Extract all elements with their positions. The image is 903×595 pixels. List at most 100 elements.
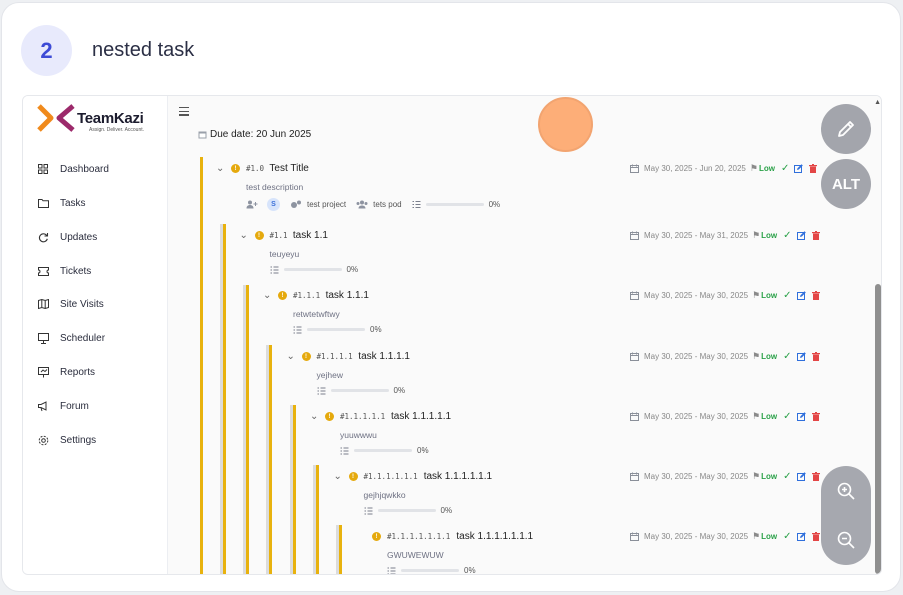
task-row[interactable]: ⌄! #1.1 task 1.1 teuyeyu 0% May 30, 2025 - … <box>168 225 881 285</box>
chevron-down-icon[interactable]: ⌄ <box>263 290 272 301</box>
delete-icon[interactable] <box>811 472 820 481</box>
teamkazi-logo[interactable]: TeamKazi Assign. Deliver. Account. <box>37 102 157 134</box>
edit-icon[interactable] <box>796 532 806 541</box>
complete-check-icon[interactable]: ✓ <box>783 471 792 482</box>
task-progress: 0% <box>270 265 358 274</box>
edit-icon[interactable] <box>794 164 804 173</box>
complete-check-icon[interactable]: ✓ <box>783 230 792 241</box>
zoom-out-button[interactable] <box>821 515 871 565</box>
task-name[interactable]: task 1.1.1.1.1.1 <box>423 471 493 482</box>
nav-updates[interactable]: Updates <box>37 227 97 247</box>
task-row[interactable]: ⌄! #1.1.1.1.1 task 1.1.1.1.1 yuuwwwu 0% May… <box>168 406 881 466</box>
edit-icon[interactable] <box>796 472 806 481</box>
flag-icon: ⚑ <box>752 230 761 240</box>
scrollbar-thumb[interactable] <box>875 284 881 574</box>
chevron-down-icon[interactable]: ⌄ <box>333 471 342 482</box>
nav-label: Tickets <box>60 265 92 277</box>
progress-value: 0% <box>440 506 453 515</box>
zoom-controls <box>821 466 871 565</box>
priority-label: Low <box>761 352 778 361</box>
nest-bar-gray <box>290 405 293 574</box>
nav-site-visits[interactable]: Site Visits <box>37 294 104 314</box>
zoom-in-button[interactable] <box>821 466 871 516</box>
chevron-down-icon[interactable]: ⌄ <box>216 163 225 174</box>
scroll-up-arrow-icon[interactable]: ▲ <box>874 99 881 106</box>
chevron-down-icon[interactable]: ⌄ <box>239 230 248 241</box>
nav-label: Dashboard <box>60 163 109 175</box>
nav-tickets[interactable]: Tickets <box>37 261 91 281</box>
hamburger-menu-icon[interactable] <box>179 107 189 116</box>
task-actions: May 30, 2025 - May 30, 2025 ⚑ Low ✓ <box>630 351 820 362</box>
edit-icon[interactable] <box>796 352 806 361</box>
nav-label: Settings <box>60 434 97 446</box>
nest-bar-gray <box>243 285 246 574</box>
task-actions: May 30, 2025 - May 30, 2025 ⚑ Low ✓ <box>630 531 820 542</box>
nav-settings[interactable]: Settings <box>37 430 96 450</box>
task-dates: May 30, 2025 - Jun 20, 2025 <box>644 164 746 173</box>
task-number: #1.1.1.1 <box>316 352 353 361</box>
complete-check-icon[interactable]: ✓ <box>783 531 792 542</box>
task-row[interactable]: ⌄! #1.0 Test Title test description S test … <box>168 158 881 218</box>
edit-icon[interactable] <box>796 231 806 240</box>
task-description: retwtetwftwy <box>293 309 340 319</box>
nav-tasks[interactable]: Tasks <box>37 193 86 213</box>
alt-label: ALT <box>831 175 861 193</box>
flag-icon: ⚑ <box>749 163 758 173</box>
status-dot-icon: ! <box>372 532 381 541</box>
chevron-down-icon[interactable]: ⌄ <box>310 411 319 422</box>
logo-mark-icon <box>37 104 75 132</box>
nest-bar <box>316 465 319 574</box>
progress-value: 0% <box>488 200 501 209</box>
nav-label: Forum <box>60 400 89 412</box>
status-dot-icon: ! <box>348 472 358 481</box>
logo-word: TeamKazi <box>77 110 144 127</box>
task-row[interactable]: ⌄! #1.1.1.1.1.1 task 1.1.1.1.1.1 gejhjqwkko… <box>168 466 881 526</box>
complete-check-icon[interactable]: ✓ <box>783 351 792 362</box>
monitor-icon <box>37 332 49 344</box>
edit-fab-button[interactable] <box>821 104 871 154</box>
progress-bar <box>283 268 342 271</box>
task-name[interactable]: task 1.1.1.1 <box>358 351 410 362</box>
progress-bar <box>307 328 365 331</box>
nav-reports[interactable]: Reports <box>37 362 95 382</box>
task-name[interactable]: Test Title <box>269 163 309 174</box>
complete-check-icon[interactable]: ✓ <box>783 411 792 422</box>
delete-icon[interactable] <box>811 231 820 240</box>
task-row[interactable]: ⌄! #1.1.1 task 1.1.1 retwtetwftwy 0% May 30… <box>168 285 881 345</box>
add-user-icon[interactable] <box>246 200 258 209</box>
task-name[interactable]: task 1.1.1 <box>325 290 369 301</box>
calendar-icon <box>198 131 207 139</box>
calendar-icon <box>630 291 639 300</box>
delete-icon[interactable] <box>811 412 820 421</box>
nav-scheduler[interactable]: Scheduler <box>37 328 105 348</box>
task-row[interactable]: ⌄! #1.1.1.1 task 1.1.1.1 yejhew 0% May 30, … <box>168 346 881 406</box>
refresh-icon <box>37 231 49 243</box>
status-dot-icon: ! <box>231 164 240 173</box>
list-check-icon <box>387 567 396 574</box>
task-description: teuyeyu <box>269 249 300 259</box>
assignee-avatar[interactable]: S <box>267 198 280 211</box>
task-row[interactable]: ! #1.1.1.1.1.1.1 task 1.1.1.1.1.1.1 GWUWEWU… <box>168 526 881 574</box>
task-name[interactable]: task 1.1.1.1.1 <box>391 411 452 422</box>
folder-icon <box>37 197 49 209</box>
task-description: yuuwwwu <box>340 430 377 440</box>
edit-icon[interactable] <box>796 412 806 421</box>
click-indicator <box>538 97 593 152</box>
task-name[interactable]: task 1.1 <box>292 230 328 241</box>
edit-icon[interactable] <box>796 291 806 300</box>
task-actions: May 30, 2025 - Jun 20, 2025 ⚑ Low ✓ <box>630 163 818 174</box>
delete-icon[interactable] <box>811 532 820 541</box>
delete-icon[interactable] <box>811 291 820 300</box>
delete-icon[interactable] <box>809 164 818 173</box>
task-progress: 0% <box>340 446 429 455</box>
complete-check-icon[interactable]: ✓ <box>780 163 790 174</box>
nav-dashboard[interactable]: Dashboard <box>37 159 109 179</box>
nav-forum[interactable]: Forum <box>37 396 89 416</box>
users-icon <box>356 200 368 209</box>
delete-icon[interactable] <box>811 352 820 361</box>
chevron-down-icon[interactable]: ⌄ <box>286 351 295 362</box>
task-name[interactable]: task 1.1.1.1.1.1.1 <box>456 531 534 542</box>
complete-check-icon[interactable]: ✓ <box>783 290 792 301</box>
alt-text-button[interactable]: ALT <box>821 159 871 209</box>
